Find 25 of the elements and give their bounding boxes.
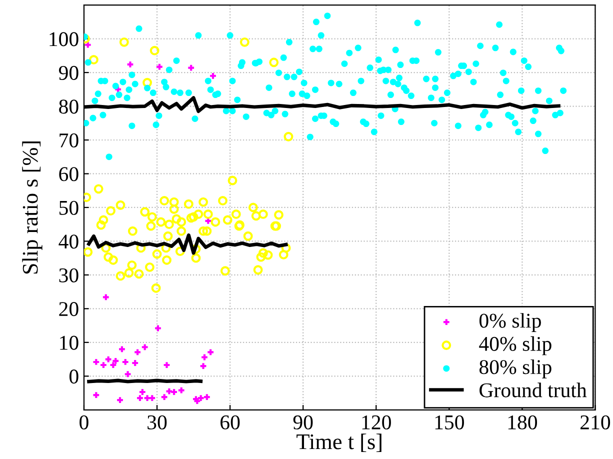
legend-label: 40% slip — [479, 336, 552, 356]
x-tick-label: 90 — [293, 415, 313, 430]
x-tick-label: 60 — [220, 415, 240, 430]
x-tick-label: 120 — [362, 415, 391, 430]
y-tick-label: 60 — [59, 167, 78, 182]
y-tick-label: 80 — [59, 100, 78, 114]
legend-label: 0% slip — [479, 313, 541, 332]
y-axis-title: Slip ratio s [%] — [22, 142, 42, 274]
legend-label: Ground truth — [480, 382, 587, 398]
x-tick-label: 180 — [508, 415, 538, 430]
legend-label: 80% slip — [479, 359, 552, 378]
y-tick-label: 20 — [59, 302, 78, 316]
y-tick-label: 100 — [50, 32, 78, 46]
y-tick-label: 30 — [59, 268, 78, 282]
y-tick-label: 70 — [60, 133, 78, 148]
y-tick-label: 10 — [60, 336, 78, 350]
y-tick-label: 50 — [60, 200, 78, 215]
x-tick-label: 0 — [80, 415, 88, 430]
y-tick-label: 90 — [58, 66, 78, 80]
y-tick-label: 0 — [70, 370, 78, 384]
x-axis-title: Time t [s] — [296, 434, 382, 452]
x-tick-label: 210 — [580, 415, 610, 430]
x-tick-label: 150 — [435, 415, 464, 430]
x-tick-label: 30 — [148, 415, 167, 430]
y-tick-label: 40 — [58, 234, 78, 249]
